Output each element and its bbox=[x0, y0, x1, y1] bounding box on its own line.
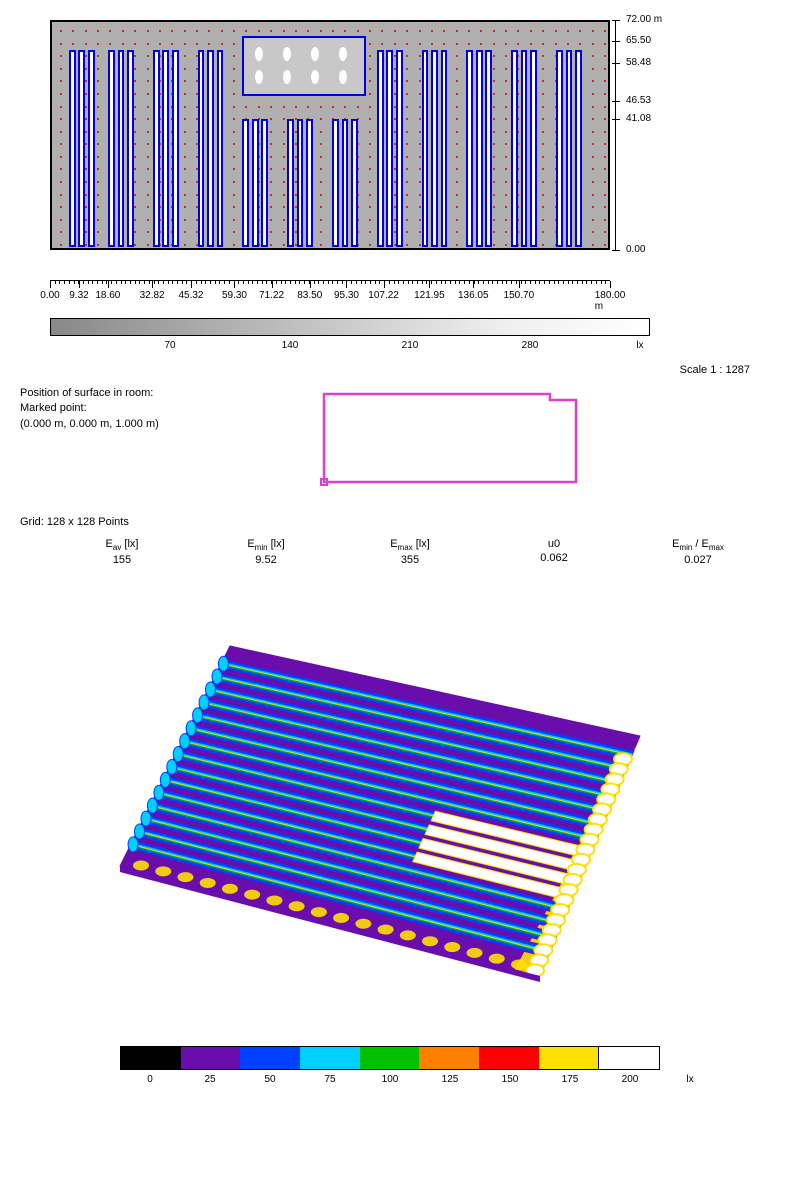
stats-row: Eav [lx]155Emin [lx]9.52Emax [lx]355u00.… bbox=[50, 538, 770, 566]
plan-view-chart: 72.00 m65.5058.4846.5341.080.00 bbox=[20, 10, 780, 270]
color-legend-labels: 0255075100125150175200lx bbox=[120, 1074, 720, 1090]
gradient-labels: 70140210280lx bbox=[50, 340, 650, 356]
color-legend bbox=[120, 1046, 660, 1070]
position-section: Position of surface in room: Marked poin… bbox=[20, 386, 780, 496]
x-axis: 0.009.3218.6032.8245.3259.3071.2283.5095… bbox=[50, 280, 610, 304]
room-outline bbox=[320, 386, 580, 486]
stat-cell: Emin / Emax0.027 bbox=[626, 538, 770, 566]
grayscale-gradient bbox=[50, 318, 650, 336]
stat-cell: Emin [lx]9.52 bbox=[194, 538, 338, 566]
stat-cell: u00.062 bbox=[482, 538, 626, 566]
stat-cell: Emax [lx]355 bbox=[338, 538, 482, 566]
scale-text: Scale 1 : 1287 bbox=[20, 364, 780, 376]
stat-cell: Eav [lx]155 bbox=[50, 538, 194, 566]
y-axis: 72.00 m65.5058.4846.5341.080.00 bbox=[615, 20, 675, 250]
grid-text: Grid: 128 x 128 Points bbox=[20, 516, 780, 528]
false-color-3d-render bbox=[100, 616, 660, 996]
plan-area bbox=[50, 20, 610, 250]
